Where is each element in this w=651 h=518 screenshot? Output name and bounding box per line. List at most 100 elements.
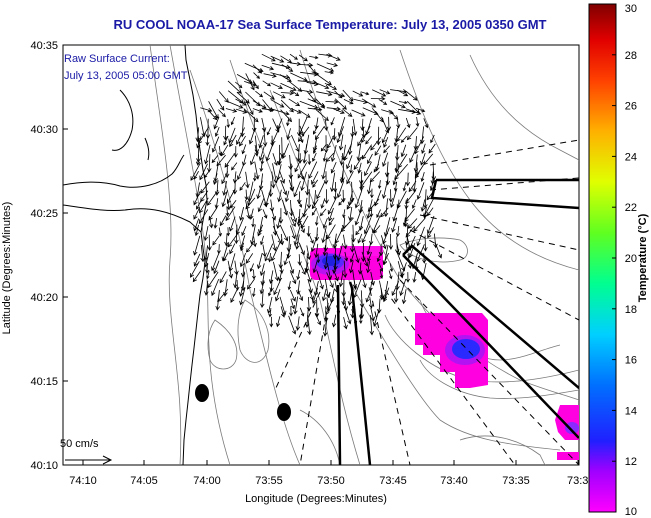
current-vector-155 xyxy=(361,126,366,139)
current-vector-277 xyxy=(253,172,257,182)
x-tick-label-2: 74:00 xyxy=(193,475,221,487)
current-vector-352 xyxy=(196,200,202,210)
current-vector-613 xyxy=(399,278,407,297)
current-vector-184 xyxy=(383,136,389,148)
current-vector-252 xyxy=(272,163,279,184)
current-vector-294 xyxy=(405,172,411,187)
current-vector-464 xyxy=(227,233,238,248)
current-vector-150 xyxy=(313,125,319,135)
current-vector-243 xyxy=(423,153,434,166)
current-vector-115 xyxy=(230,116,235,126)
current-vector-198 xyxy=(265,144,274,162)
current-vector-384 xyxy=(239,207,244,221)
current-vector-174 xyxy=(299,134,304,144)
current-vector-104 xyxy=(362,107,379,115)
current-vector-118 xyxy=(261,117,267,133)
sst-patch-southeast-bottom xyxy=(557,452,579,460)
current-vector-279 xyxy=(270,171,276,189)
current-vector-96 xyxy=(290,107,302,114)
current-vector-579 xyxy=(316,270,324,290)
current-vector-426 xyxy=(371,216,381,234)
current-vector-135 xyxy=(415,116,420,128)
current-vector-91 xyxy=(243,108,259,123)
current-vector-284 xyxy=(311,171,319,185)
current-vector-432 xyxy=(426,215,435,235)
current-vector-219 xyxy=(211,154,219,164)
current-vector-660 xyxy=(370,307,376,322)
current-vector-532 xyxy=(361,251,369,267)
current-vector-1 xyxy=(270,55,285,63)
current-vector-164 xyxy=(205,135,210,147)
current-vector-271 xyxy=(194,171,199,180)
current-vector-442 xyxy=(279,224,289,242)
current-vector-507 xyxy=(378,243,384,257)
current-vector-356 xyxy=(229,200,237,209)
current-vector-514 xyxy=(193,253,201,267)
bathy-contour-13 xyxy=(207,319,238,370)
current-vector-577 xyxy=(296,269,301,281)
current-vector-471 xyxy=(295,234,300,250)
current-vector-625 xyxy=(311,287,318,304)
current-vector-310 xyxy=(305,179,310,196)
current-vector-185 xyxy=(393,135,398,147)
current-vector-59 xyxy=(379,89,391,95)
current-vector-440 xyxy=(257,224,264,237)
current-vector-463 xyxy=(224,233,229,247)
current-vector-410 xyxy=(229,216,236,232)
current-vector-396 xyxy=(348,206,353,222)
current-vector-584 xyxy=(361,272,367,289)
sst-patch-north-lobe xyxy=(340,246,383,256)
current-vector-383 xyxy=(225,206,236,222)
current-vector-668 xyxy=(323,317,328,337)
current-vector-143 xyxy=(248,127,256,145)
current-vector-595 xyxy=(238,280,245,297)
current-vector-481 xyxy=(388,233,394,250)
colorbar-ticks: 10 12 14 16 18 20 22 24 26 28 30 xyxy=(612,3,637,518)
current-vector-280 xyxy=(279,170,286,184)
current-vector-83 xyxy=(390,100,406,109)
current-vector-451 xyxy=(355,225,363,236)
dashed-ray-9 xyxy=(274,291,321,391)
bathy-contour-4 xyxy=(229,59,361,465)
current-vector-2 xyxy=(280,55,293,64)
current-vector-461 xyxy=(207,234,212,251)
current-vector-500 xyxy=(314,243,319,259)
current-vector-469 xyxy=(279,233,285,246)
current-vector-195 xyxy=(241,144,247,155)
current-vector-437 xyxy=(234,224,239,245)
current-vector-601 xyxy=(296,280,301,295)
current-vector-84 xyxy=(398,100,408,105)
current-vector-12 xyxy=(281,64,294,72)
current-vector-111 xyxy=(200,117,206,138)
current-vector-9 xyxy=(252,64,263,74)
current-vector-320 xyxy=(393,181,398,192)
current-vector-61 xyxy=(397,89,409,97)
x-axis-label: Longitude (Degrees:Minutes) xyxy=(245,493,387,505)
current-vector-328 xyxy=(221,189,228,208)
current-vector-576 xyxy=(290,271,297,285)
radar-lines xyxy=(274,139,579,465)
current-vector-530 xyxy=(344,251,349,262)
colorbar-tick-label-7: 24 xyxy=(625,151,637,163)
current-vector-617 xyxy=(239,287,246,306)
current-vector-139 xyxy=(214,126,220,137)
current-vector-232 xyxy=(325,152,335,163)
current-vector-415 xyxy=(276,217,281,230)
current-vector-650 xyxy=(280,306,286,318)
current-vector-82 xyxy=(378,99,388,105)
current-vector-177 xyxy=(323,135,329,154)
current-vector-540 xyxy=(190,261,200,278)
sst-patch-east xyxy=(415,313,488,388)
current-vector-62 xyxy=(405,91,418,101)
current-vector-308 xyxy=(288,179,294,192)
current-vector-288 xyxy=(346,171,354,185)
x-tick-label-3: 73:55 xyxy=(255,475,283,487)
current-vector-80 xyxy=(361,98,377,108)
current-vector-616 xyxy=(230,288,238,303)
current-vector-524 xyxy=(283,251,290,266)
current-vector-633 xyxy=(382,287,390,303)
current-vector-394 xyxy=(328,207,334,222)
current-vector-636 xyxy=(266,296,273,314)
current-vector-635 xyxy=(401,289,407,305)
